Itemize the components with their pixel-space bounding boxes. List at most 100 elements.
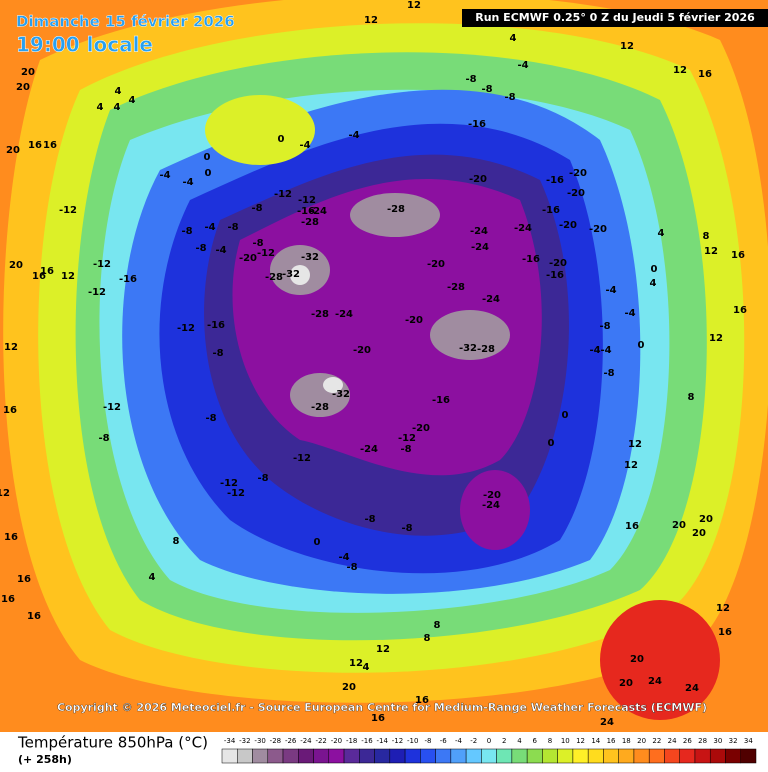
scale-label: -12 [392, 737, 403, 745]
scale-label: 32 [729, 737, 738, 745]
scale-swatch [420, 748, 436, 764]
contour-label: 16 [415, 695, 429, 706]
contour-label: -16 [546, 270, 564, 281]
scale-swatch [572, 748, 589, 764]
contour-label: -24 [470, 226, 488, 237]
contour-label: 4 [658, 228, 665, 239]
scale-swatch [282, 748, 299, 764]
lead-time: (+ 258h) [18, 753, 72, 766]
contour-label: -20 [569, 168, 587, 179]
scale-label: 14 [591, 737, 600, 745]
scale-swatch [389, 748, 406, 764]
contour-label: 8 [173, 536, 180, 547]
contour-label: -8 [252, 238, 263, 249]
contour-label: 8 [424, 633, 431, 644]
contour-label: -4 [182, 177, 193, 188]
contour-label: -4 [348, 130, 359, 141]
scale-label: -20 [331, 737, 342, 745]
contour-label: 16 [718, 627, 732, 638]
contour-label: -16 [522, 254, 540, 265]
contour-label: 16 [731, 250, 745, 261]
contour-label: 4 [129, 95, 136, 106]
scale-label: 12 [576, 737, 585, 745]
scale-label: -22 [315, 737, 326, 745]
contour-label: -8 [481, 84, 492, 95]
contour-label: 20 [342, 682, 356, 693]
contour-label: -4 [299, 140, 310, 151]
scale-label: -28 [270, 737, 281, 745]
contour-label: 20 [6, 145, 20, 156]
scale-label: 10 [561, 737, 570, 745]
map-background [0, 0, 768, 732]
scale-swatch [237, 748, 253, 764]
contour-label: -32 [332, 389, 350, 400]
contour-label: -28 [387, 204, 405, 215]
contour-label: 12 [376, 644, 390, 655]
scale-swatch [618, 748, 635, 764]
contour-label: 4 [650, 278, 657, 289]
contour-label: -8 [251, 203, 262, 214]
contour-label: 8 [688, 392, 695, 403]
contour-label: -12 [398, 433, 416, 444]
contour-label: 16 [1, 594, 15, 605]
scale-swatch [465, 748, 482, 764]
contour-label: -16 [542, 205, 560, 216]
scale-swatch [496, 748, 513, 764]
scale-swatch [542, 748, 558, 764]
contour-label: 0 [651, 264, 658, 275]
contour-label: -16 [432, 395, 450, 406]
contour-label: 16 [698, 69, 712, 80]
scale-swatch [328, 748, 345, 764]
contour-label: -28 [447, 282, 465, 293]
contour-label: 0 [638, 340, 645, 351]
contour-label: -28 [311, 402, 329, 413]
contour-label: -24 [471, 242, 489, 253]
contour-label: 16 [17, 574, 31, 585]
scale-label: -30 [254, 737, 265, 745]
contour-label: 16 [3, 405, 17, 416]
contour-label: 8 [703, 231, 710, 242]
contour-label: 12 [624, 460, 638, 471]
contour-label: -4 [338, 552, 349, 563]
contour-label: -8 [227, 222, 238, 233]
contour-label: -4 [600, 345, 611, 356]
scale-swatch [603, 748, 619, 764]
scale-label: 30 [713, 737, 722, 745]
contour-label: -16 [119, 274, 137, 285]
contour-label: -8 [599, 321, 610, 332]
contour-label: 12 [364, 15, 378, 26]
scale-label: -8 [424, 737, 431, 745]
contour-label: -12 [257, 248, 275, 259]
contour-label: -8 [346, 562, 357, 573]
scale-label: -34 [224, 737, 236, 745]
contour-label: 12 [407, 0, 421, 11]
contour-label: 20 [16, 82, 30, 93]
contour-label: 0 [562, 410, 569, 421]
scale-label: -18 [346, 737, 357, 745]
scale-swatch [557, 748, 574, 764]
scale-swatch [267, 748, 284, 764]
forecast-date: Dimanche 15 février 2026 [16, 13, 235, 31]
contour-label: 4 [97, 102, 104, 113]
contour-label: 4 [149, 572, 156, 583]
contour-label: -8 [181, 226, 192, 237]
contour-label: 16 [40, 266, 54, 277]
scale-swatch [298, 748, 314, 764]
scale-label: 2 [502, 737, 506, 745]
scale-swatch [435, 748, 452, 764]
scale-label: 22 [652, 737, 661, 745]
scale-label: 28 [698, 737, 707, 745]
scale-label: -24 [300, 737, 312, 745]
scale-swatch [709, 748, 726, 764]
scale-label: 8 [548, 737, 552, 745]
contour-label: 16 [625, 521, 639, 532]
scale-label: -2 [470, 737, 477, 745]
scale-swatch [252, 748, 269, 764]
contour-label: 4 [510, 33, 517, 44]
contour-label: 16 [27, 611, 41, 622]
scale-swatch [511, 748, 528, 764]
contour-label: -20 [483, 490, 501, 501]
contour-label: 12 [349, 658, 363, 669]
contour-label: 0 [205, 168, 212, 179]
contour-label: 12 [716, 603, 730, 614]
